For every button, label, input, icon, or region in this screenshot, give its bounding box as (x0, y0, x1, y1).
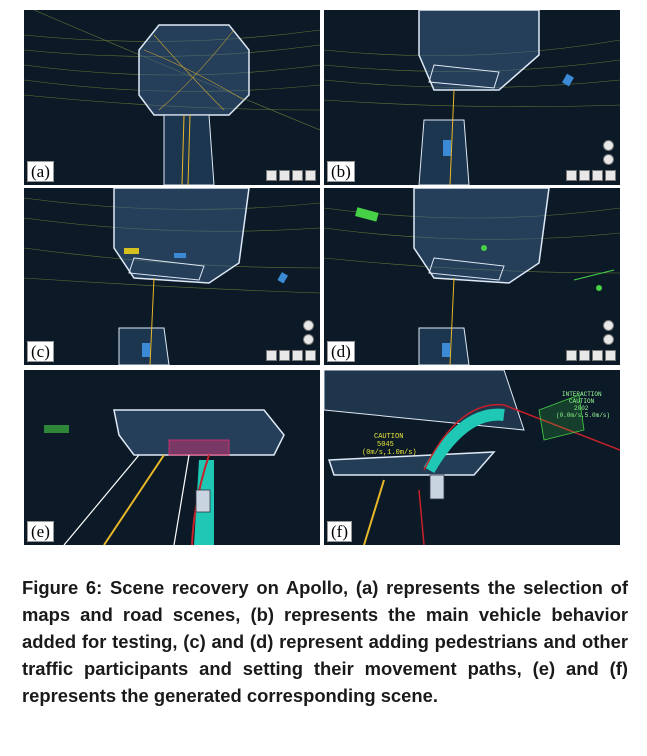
panel-d: (d) (324, 188, 620, 365)
panel-a: (a) (24, 10, 320, 185)
interaction-caution: CAUTION (569, 398, 595, 405)
map-toolbar (566, 350, 616, 361)
panel-b: (b) (324, 10, 620, 185)
figure-caption: Figure 6: Scene recovery on Apollo, (a) … (22, 577, 628, 706)
map-toolbar (566, 170, 616, 181)
zoom-control (603, 140, 614, 165)
interaction-label: INTERACTION (562, 391, 602, 398)
scene-map-a (24, 10, 320, 185)
panel-e: (e) (24, 370, 320, 545)
interaction-speed: (0.0m/s,5.0m/s) (556, 412, 610, 419)
panel-label: (a) (27, 161, 54, 182)
scene-3d-f: CAUTION 5045 (0m/s,1.0m/s) INTERACTION C… (324, 370, 620, 545)
panel-label: (d) (327, 341, 355, 362)
scene-map-d (324, 188, 620, 365)
panel-label: (e) (27, 521, 54, 542)
zoom-control (603, 320, 614, 345)
caution-speed: (0m/s,1.0m/s) (362, 449, 417, 457)
zoom-control (303, 320, 314, 345)
scene-3d-e (44, 409, 285, 545)
scene-map-c (24, 188, 320, 365)
panel-label: (f) (327, 521, 352, 542)
panel-label: (c) (27, 341, 54, 362)
caution-label: CAUTION (374, 433, 403, 441)
caution-id: 5045 (377, 441, 394, 449)
scene-map-b (324, 10, 620, 185)
panel-f: CAUTION 5045 (0m/s,1.0m/s) INTERACTION C… (324, 370, 620, 545)
map-toolbar (266, 350, 316, 361)
panel-c: (c) (24, 188, 320, 365)
panel-label: (b) (327, 161, 355, 182)
map-toolbar (266, 170, 316, 181)
interaction-id: 2002 (574, 405, 589, 412)
